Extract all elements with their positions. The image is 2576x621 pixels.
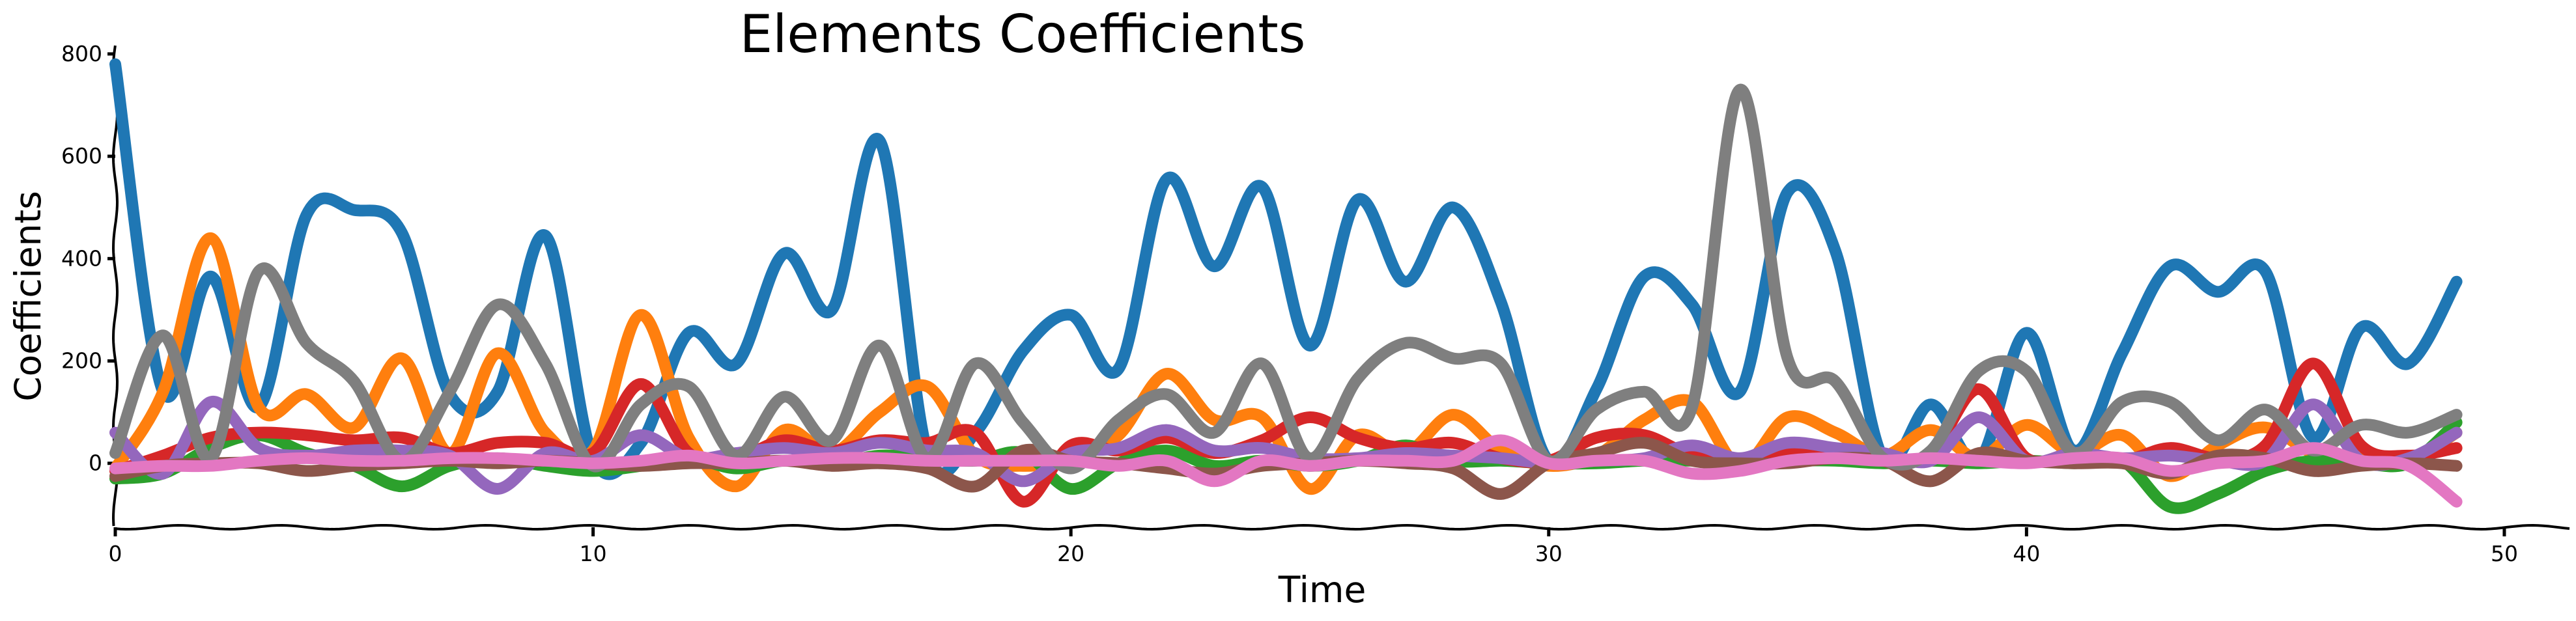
x-tick-label: 30 <box>1535 541 1563 566</box>
y-tick-label: 400 <box>61 245 102 271</box>
x-axis-label: Time <box>1278 569 1366 611</box>
y-axis: 0 200 400 600 800 <box>61 41 119 527</box>
x-axis-line <box>115 523 2570 531</box>
series-line-7 <box>109 83 2463 475</box>
x-tick-label: 50 <box>2491 541 2518 566</box>
chart-title: Elements Coefficients <box>740 4 1306 64</box>
y-tick-label: 0 <box>89 450 102 476</box>
x-tick-label: 0 <box>109 541 122 566</box>
series-line-1 <box>109 58 2463 480</box>
x-tick-label: 20 <box>1057 541 1084 566</box>
y-axis-label: Coefficients <box>7 191 49 402</box>
x-axis: 0 10 20 30 40 50 <box>109 523 2570 566</box>
y-tick-label: 200 <box>61 348 102 374</box>
x-tick-label: 10 <box>580 541 607 566</box>
y-tick-label: 800 <box>61 41 102 66</box>
series-group <box>109 58 2463 514</box>
series-line-8 <box>109 434 2463 508</box>
y-tick-label: 600 <box>61 143 102 169</box>
x-tick-label: 40 <box>2013 541 2040 566</box>
